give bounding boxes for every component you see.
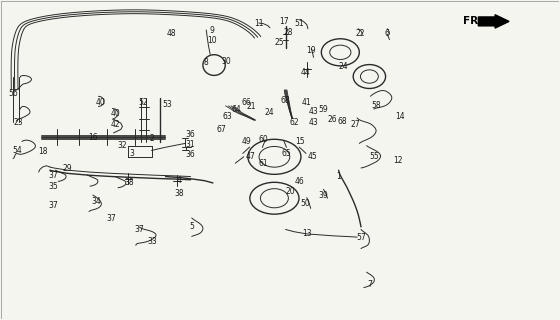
Text: 26: 26 [328,115,337,124]
Text: 37: 37 [49,172,59,180]
Text: 11: 11 [254,19,264,28]
Text: 47: 47 [246,152,256,161]
Text: 51: 51 [295,19,305,28]
Text: 54: 54 [12,146,22,155]
Text: 9: 9 [209,27,214,36]
Text: 48: 48 [166,29,176,38]
Text: 24: 24 [339,62,348,71]
Text: 30: 30 [221,57,231,66]
Text: 37: 37 [106,214,116,223]
Text: 14: 14 [395,112,405,121]
Text: 41: 41 [302,98,311,107]
Text: 53: 53 [162,100,172,109]
Text: 42: 42 [111,120,120,129]
Text: 25: 25 [274,38,284,47]
Text: 56: 56 [8,89,18,98]
Text: 36: 36 [186,130,195,139]
Text: 52: 52 [138,98,148,107]
Text: 23: 23 [14,118,24,127]
Text: 20: 20 [285,187,295,196]
Text: 63: 63 [222,113,232,122]
Text: 31: 31 [186,140,195,149]
Text: 64: 64 [231,105,241,114]
Text: 60: 60 [258,135,268,144]
Text: 49: 49 [241,137,251,146]
Text: 43: 43 [309,107,319,116]
Text: 40: 40 [95,98,105,107]
Text: 13: 13 [302,229,311,238]
Text: 17: 17 [279,17,290,26]
Text: 58: 58 [371,101,381,110]
Text: 24: 24 [264,108,274,117]
Text: 46: 46 [295,177,305,186]
Text: 43: 43 [309,118,319,127]
Text: 45: 45 [307,152,318,161]
Text: 4: 4 [177,176,182,185]
Text: 8: 8 [204,58,209,67]
Text: 68: 68 [281,96,291,105]
Text: 12: 12 [394,156,403,165]
Text: 38: 38 [124,178,134,187]
FancyArrow shape [478,15,509,28]
Text: 65: 65 [282,149,292,158]
Text: 3: 3 [129,149,134,158]
Text: 40: 40 [110,109,120,118]
Text: 67: 67 [217,125,226,134]
Text: 27: 27 [351,120,360,129]
Text: 28: 28 [283,28,292,37]
Text: 59: 59 [319,105,329,114]
Text: 37: 37 [134,225,144,234]
Text: 33: 33 [148,237,157,246]
Text: 44: 44 [300,68,310,77]
Text: 61: 61 [258,159,268,168]
Text: 68: 68 [338,117,347,126]
Text: 10: 10 [207,36,217,45]
Text: FR.: FR. [463,16,482,27]
Text: 21: 21 [246,102,256,111]
Text: 18: 18 [38,147,48,156]
Text: 36: 36 [186,150,195,159]
Text: 66: 66 [241,98,251,107]
Text: 39: 39 [319,190,329,200]
Text: 50: 50 [300,199,310,208]
Text: 38: 38 [175,189,184,198]
Text: 29: 29 [63,164,73,173]
Text: 2: 2 [149,134,154,143]
Text: 57: 57 [356,233,366,242]
Text: 37: 37 [49,201,59,210]
Text: 35: 35 [49,182,59,191]
Text: 7: 7 [367,280,372,289]
Text: 1: 1 [336,172,341,181]
Text: 55: 55 [369,152,379,161]
Text: 19: 19 [306,45,316,55]
Text: 15: 15 [295,137,305,146]
Text: 22: 22 [355,29,365,38]
Text: 32: 32 [118,141,127,150]
Text: 5: 5 [189,222,194,231]
Text: 6: 6 [385,29,390,38]
Text: 62: 62 [289,118,299,127]
Text: 34: 34 [92,197,102,206]
Text: 16: 16 [88,132,97,141]
